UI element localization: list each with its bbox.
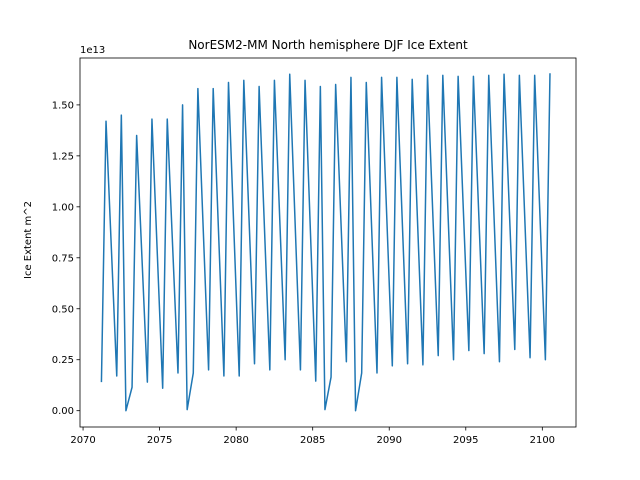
x-tick-label: 2095 <box>453 435 478 446</box>
chart-title: NorESM2-MM North hemisphere DJF Ice Exte… <box>188 38 468 52</box>
x-tick-label: 2075 <box>147 435 172 446</box>
x-tick-label: 2090 <box>377 435 402 446</box>
y-tick-label: 1.50 <box>52 100 74 111</box>
y-offset-label: 1e13 <box>80 45 105 56</box>
plot-lines <box>100 73 551 412</box>
y-tick-label: 0.50 <box>52 304 74 315</box>
y-tick-label: 1.00 <box>52 202 74 213</box>
y-tick-label: 0.25 <box>52 355 74 366</box>
x-tick-label: 2085 <box>300 435 325 446</box>
plot-frame <box>79 57 577 428</box>
x-tick-label: 2070 <box>70 435 95 446</box>
axis-ticks: 2070 2075 2080 2085 2090 2095 2100 0.00 0.25 0.50… <box>52 100 555 446</box>
y-axis-label: Ice Extent m^2 <box>23 201 34 279</box>
y-tick-label: 0.75 <box>52 253 74 264</box>
y-tick-label: 1.25 <box>52 151 74 162</box>
series-line <box>100 73 551 412</box>
x-tick-label: 2080 <box>223 435 248 446</box>
x-tick-label: 2100 <box>530 435 555 446</box>
y-tick-label: 0.00 <box>52 406 74 417</box>
